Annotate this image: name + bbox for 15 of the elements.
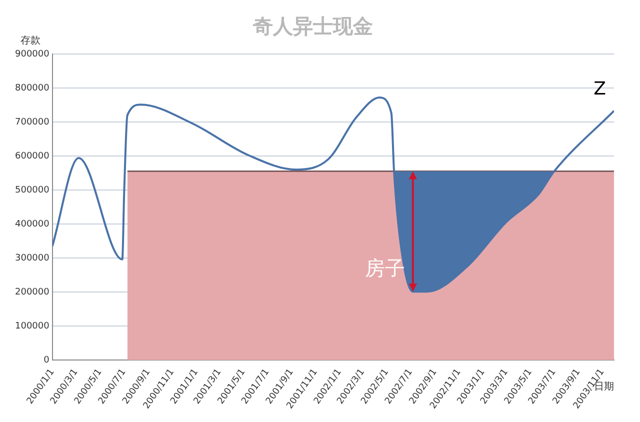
y-tick-label: 600000: [14, 151, 50, 162]
annotation: Z: [594, 78, 606, 100]
chart-title: 奇人异士现金: [252, 14, 373, 38]
y-tick-label: 800000: [14, 83, 50, 94]
y-tick-label: 0: [44, 355, 50, 366]
y-tick-label: 100000: [14, 321, 50, 332]
y-tick-label: 300000: [14, 253, 50, 264]
y-tick-label: 200000: [14, 287, 50, 298]
y-tick-label: 900000: [14, 49, 50, 60]
line-series: [52, 96, 614, 293]
y-tick-label: 400000: [14, 219, 50, 230]
annotation: 房子: [364, 256, 405, 280]
y-axis-title: 存款: [20, 34, 40, 47]
y-tick-label: 700000: [14, 117, 50, 128]
y-tick-label: 500000: [14, 185, 50, 196]
